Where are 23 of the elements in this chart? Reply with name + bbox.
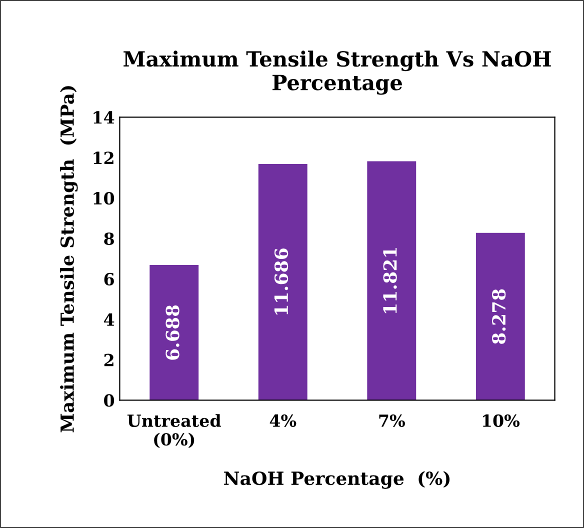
y-tick-label: 8 bbox=[104, 232, 114, 246]
y-tick-label: 2 bbox=[104, 354, 114, 366]
bar bbox=[258, 164, 308, 400]
x-tick-label: 4% bbox=[270, 414, 296, 428]
bar bbox=[150, 265, 199, 400]
x-axis-title: NaOH Percentage (%) bbox=[224, 471, 450, 489]
data-label: 11.821 bbox=[383, 248, 397, 314]
bar bbox=[367, 161, 416, 400]
y-tick-label: 6 bbox=[104, 272, 114, 286]
data-label: 6.688 bbox=[166, 305, 180, 360]
x-tick-label: Untreated (0%) bbox=[127, 414, 221, 448]
y-tick-label: 10 bbox=[94, 192, 114, 205]
y-tick-label: 4 bbox=[104, 313, 114, 326]
x-tick-label: 10% bbox=[482, 414, 520, 428]
y-axis-title: Maximum Tensile Strength (MPa) bbox=[60, 86, 78, 432]
data-label: 11.686 bbox=[274, 248, 288, 314]
chart-title: Maximum Tensile Strength Vs NaOH Percentage bbox=[124, 50, 551, 95]
x-tick-label: 7% bbox=[379, 414, 405, 428]
y-tick-label: 0 bbox=[104, 394, 114, 407]
bar bbox=[476, 232, 525, 400]
y-tick-label: 14 bbox=[94, 111, 114, 124]
data-label: 8.278 bbox=[492, 289, 506, 344]
y-tick-label: 12 bbox=[94, 152, 114, 164]
